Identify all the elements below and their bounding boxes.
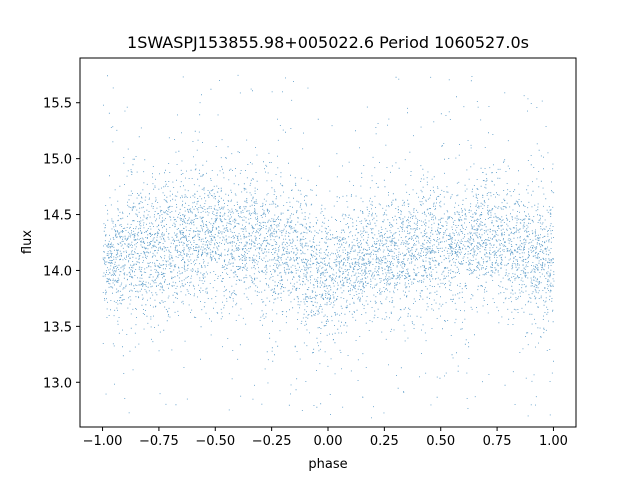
y-tick-label: 14.0	[43, 264, 72, 279]
y-tick-label: 14.5	[43, 209, 72, 224]
chart-title: 1SWASPJ153855.98+005022.6 Period 1060527…	[127, 33, 529, 52]
x-tick-label: −0.75	[139, 434, 179, 449]
x-tick-label: 0.25	[370, 434, 399, 449]
y-tick-label: 13.0	[43, 376, 72, 391]
x-axis-label: phase	[308, 457, 347, 472]
x-tick-label: −0.25	[252, 434, 292, 449]
x-tick-label: 1.00	[539, 434, 568, 449]
y-tick-label: 15.0	[43, 153, 72, 168]
x-tick-label: −1.00	[83, 434, 123, 449]
y-tick-label: 13.5	[43, 320, 72, 335]
x-tick-label: 0.00	[314, 434, 343, 449]
y-axis: 13.0 13.5 14.0 14.5 15.0 15.5	[43, 97, 80, 391]
y-tick-label: 15.5	[43, 97, 72, 112]
x-tick-label: 0.50	[426, 434, 455, 449]
x-axis: −1.00 −0.75 −0.50 −0.25 0.00 0.25 0.50 0.75 1.00	[83, 427, 568, 449]
y-axis-label: flux	[20, 230, 35, 254]
x-tick-label: −0.50	[195, 434, 235, 449]
x-tick-label: 0.75	[483, 434, 512, 449]
